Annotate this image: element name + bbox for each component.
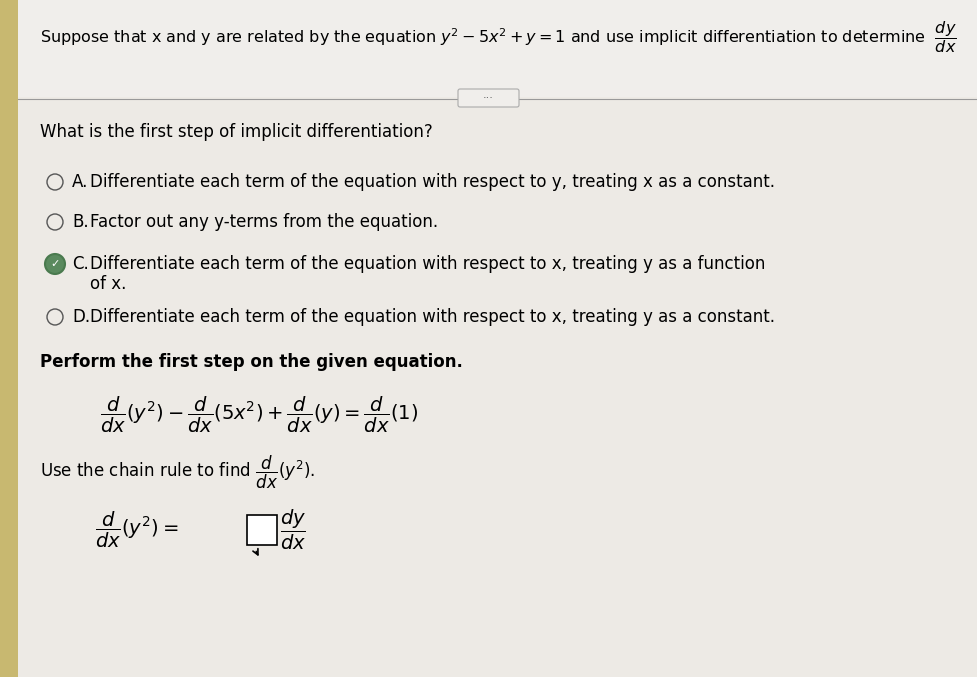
FancyBboxPatch shape	[0, 0, 18, 677]
Text: $\dfrac{d}{dx}(y^2) = $: $\dfrac{d}{dx}(y^2) = $	[95, 510, 179, 550]
Text: $\dfrac{dy}{dx}$: $\dfrac{dy}{dx}$	[280, 508, 306, 552]
Text: C.: C.	[72, 255, 89, 273]
FancyBboxPatch shape	[247, 515, 277, 545]
Text: Use the chain rule to find $\dfrac{d}{dx}(y^2)$.: Use the chain rule to find $\dfrac{d}{dx…	[40, 454, 315, 491]
Text: ✓: ✓	[50, 259, 60, 269]
FancyBboxPatch shape	[18, 0, 977, 677]
Text: Differentiate each term of the equation with respect to x, treating y as a funct: Differentiate each term of the equation …	[90, 255, 765, 273]
FancyBboxPatch shape	[18, 0, 977, 97]
Text: Perform the first step on the given equation.: Perform the first step on the given equa…	[40, 353, 463, 371]
Text: A.: A.	[72, 173, 88, 191]
Circle shape	[47, 214, 63, 230]
Text: D.: D.	[72, 308, 90, 326]
Text: Factor out any y-terms from the equation.: Factor out any y-terms from the equation…	[90, 213, 438, 231]
Text: Suppose that x and y are related by the equation $y^2 - 5x^2 + y = 1$ and use im: Suppose that x and y are related by the …	[40, 19, 956, 55]
Circle shape	[47, 174, 63, 190]
Circle shape	[45, 254, 65, 274]
Text: Differentiate each term of the equation with respect to y, treating x as a const: Differentiate each term of the equation …	[90, 173, 775, 191]
Text: B.: B.	[72, 213, 89, 231]
Text: of x.: of x.	[90, 275, 126, 293]
Text: Differentiate each term of the equation with respect to x, treating y as a const: Differentiate each term of the equation …	[90, 308, 775, 326]
FancyBboxPatch shape	[458, 89, 519, 107]
Text: $\dfrac{d}{dx}(y^2) - \dfrac{d}{dx}(5x^2) + \dfrac{d}{dx}(y) = \dfrac{d}{dx}(1)$: $\dfrac{d}{dx}(y^2) - \dfrac{d}{dx}(5x^2…	[100, 395, 418, 435]
Text: What is the first step of implicit differentiation?: What is the first step of implicit diffe…	[40, 123, 433, 141]
Text: ···: ···	[483, 93, 493, 103]
Circle shape	[47, 309, 63, 325]
